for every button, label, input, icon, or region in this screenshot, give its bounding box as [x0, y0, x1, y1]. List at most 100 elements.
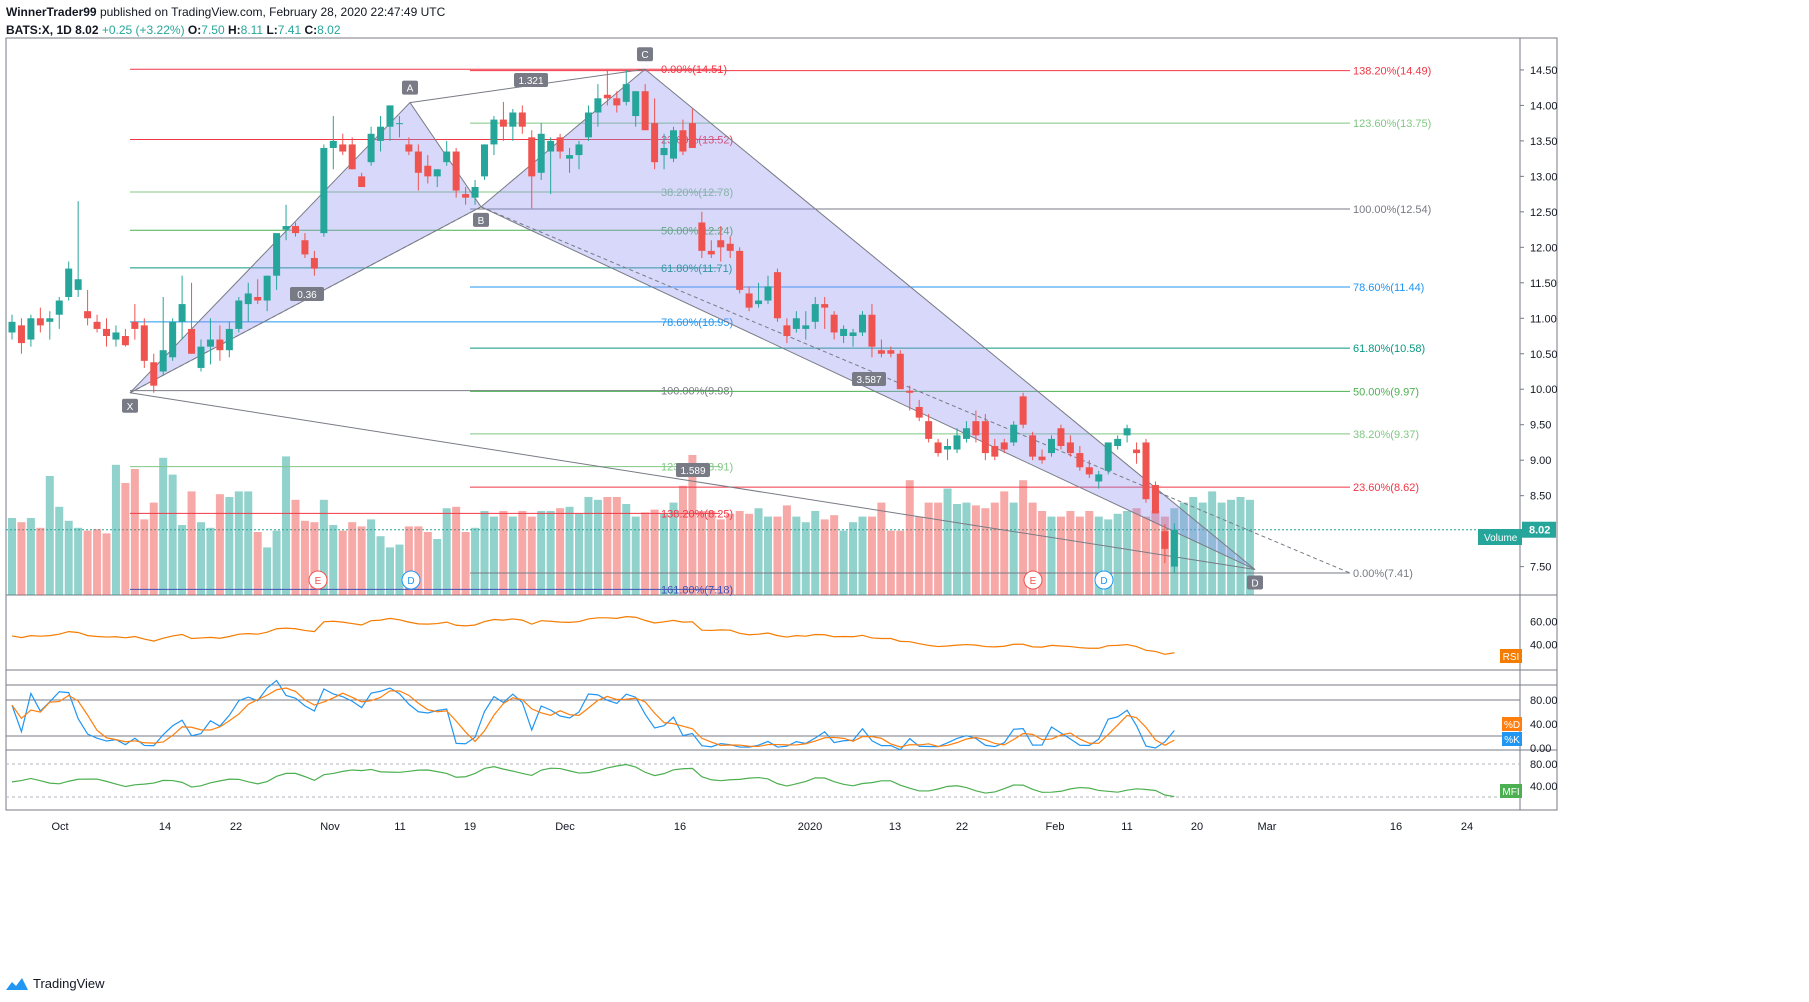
- y-tick-label: 14.00: [1530, 100, 1558, 112]
- volume-bar: [953, 504, 961, 595]
- candle-body: [840, 328, 848, 337]
- candle-body: [112, 332, 120, 340]
- pattern-ratio-badge: [852, 372, 886, 386]
- volume-bar: [754, 508, 763, 595]
- pattern-point-badge: [122, 398, 138, 413]
- candle-body: [178, 304, 186, 322]
- volume-badge: [1478, 529, 1522, 545]
- y-tick-label: 11.50: [1530, 278, 1557, 290]
- stoch-tick-label: 40.00: [1530, 719, 1558, 731]
- volume-bar: [650, 509, 659, 595]
- volume-bar: [924, 502, 933, 595]
- chart-frame: [5, 37, 1558, 811]
- event-marker-label: D: [1100, 576, 1107, 587]
- volume-bar: [508, 516, 517, 595]
- candle-body: [792, 318, 800, 329]
- pattern-bd-dashed: [480, 206, 1351, 574]
- fib-right-label: 138.20%(14.49): [1353, 66, 1431, 78]
- fib-right-label: 50.00%(9.97): [1353, 386, 1419, 398]
- volume-bar: [130, 469, 139, 595]
- high-value: 8.11: [240, 23, 264, 37]
- volume-bar: [678, 485, 687, 595]
- pattern-ratio-badge: [676, 463, 710, 477]
- volume-bar: [55, 506, 64, 595]
- volume-bar: [905, 480, 914, 595]
- stoch-tick-label: 80.00: [1530, 695, 1558, 707]
- volume-bar: [981, 508, 990, 595]
- author-name[interactable]: WinnerTrader99: [6, 5, 97, 19]
- candle-body: [225, 328, 233, 351]
- volume-bar: [414, 526, 423, 595]
- candle-body: [301, 240, 309, 255]
- volume-bar: [849, 522, 858, 595]
- candle-body: [17, 325, 25, 344]
- y-tick-label: 9.00: [1530, 455, 1551, 467]
- volume-bar: [159, 457, 168, 595]
- candle-body: [443, 151, 451, 163]
- candle-body: [1095, 474, 1103, 482]
- candle-body: [745, 293, 753, 308]
- volume-bar: [631, 516, 640, 595]
- x-tick-label: Dec: [555, 821, 575, 833]
- candle-body: [877, 350, 885, 354]
- volume-bar: [1179, 502, 1188, 595]
- volume-bar: [386, 547, 394, 595]
- stoch-d-line: [11, 687, 1175, 748]
- volume-bar: [764, 516, 772, 595]
- event-marker: [401, 570, 421, 590]
- candle-body: [367, 133, 375, 163]
- candle-body: [481, 144, 488, 177]
- candle-body: [1029, 435, 1037, 457]
- volume-bar: [357, 526, 366, 595]
- candle-body: [981, 421, 989, 454]
- pattern-point-label: B: [478, 216, 485, 227]
- volume-bar: [688, 455, 697, 595]
- rsi-tick-label: 60.00: [1530, 616, 1558, 628]
- volume-bar: [971, 505, 980, 595]
- volume-bar: [140, 519, 149, 595]
- volume-bar: [17, 522, 26, 595]
- candle-body: [915, 406, 923, 418]
- candle-body: [433, 169, 441, 177]
- volume-bar: [168, 474, 177, 595]
- volume-bar: [234, 491, 243, 595]
- volume-bar: [178, 525, 187, 595]
- candle-body: [1133, 449, 1141, 454]
- fib-right-label: 123.60%(13.75): [1353, 118, 1431, 130]
- candle-body: [632, 91, 640, 117]
- x-tick-label: Feb: [1046, 821, 1065, 833]
- volume-bar: [962, 502, 971, 595]
- volume-bar: [716, 519, 725, 595]
- volume-bar: [1000, 491, 1009, 595]
- tradingview-logo-icon: [6, 977, 28, 990]
- candle-body: [868, 314, 876, 347]
- candle-body: [783, 325, 791, 337]
- volume-bar: [1151, 511, 1160, 595]
- candle-body: [575, 144, 583, 156]
- tradingview-footer: TradingView: [6, 976, 105, 991]
- candle-body: [1114, 438, 1122, 446]
- volume-bar: [461, 532, 470, 595]
- volume-bar: [792, 516, 801, 595]
- candle-body: [707, 250, 715, 255]
- candle-body: [641, 91, 649, 131]
- volume-bar: [197, 522, 205, 595]
- candle-body: [244, 293, 252, 305]
- candle-body: [169, 321, 177, 358]
- candle-body: [292, 226, 299, 234]
- y-tick-label: 8.50: [1530, 491, 1551, 503]
- volume-bar: [858, 516, 867, 595]
- volume-bar: [1047, 516, 1056, 595]
- event-marker-label: E: [315, 576, 322, 587]
- brand-label: TradingView: [33, 976, 105, 991]
- volume-bar: [1123, 511, 1132, 595]
- candle-body: [896, 353, 904, 390]
- volume-bar: [395, 544, 404, 595]
- volume-bar: [319, 499, 328, 595]
- pattern-ratio-label: 0.36: [297, 290, 317, 301]
- event-marker-label: D: [407, 576, 414, 587]
- candle-body: [320, 147, 328, 234]
- last-price-badge-label: 8.02: [1529, 525, 1550, 537]
- volume-bar: [1227, 499, 1236, 595]
